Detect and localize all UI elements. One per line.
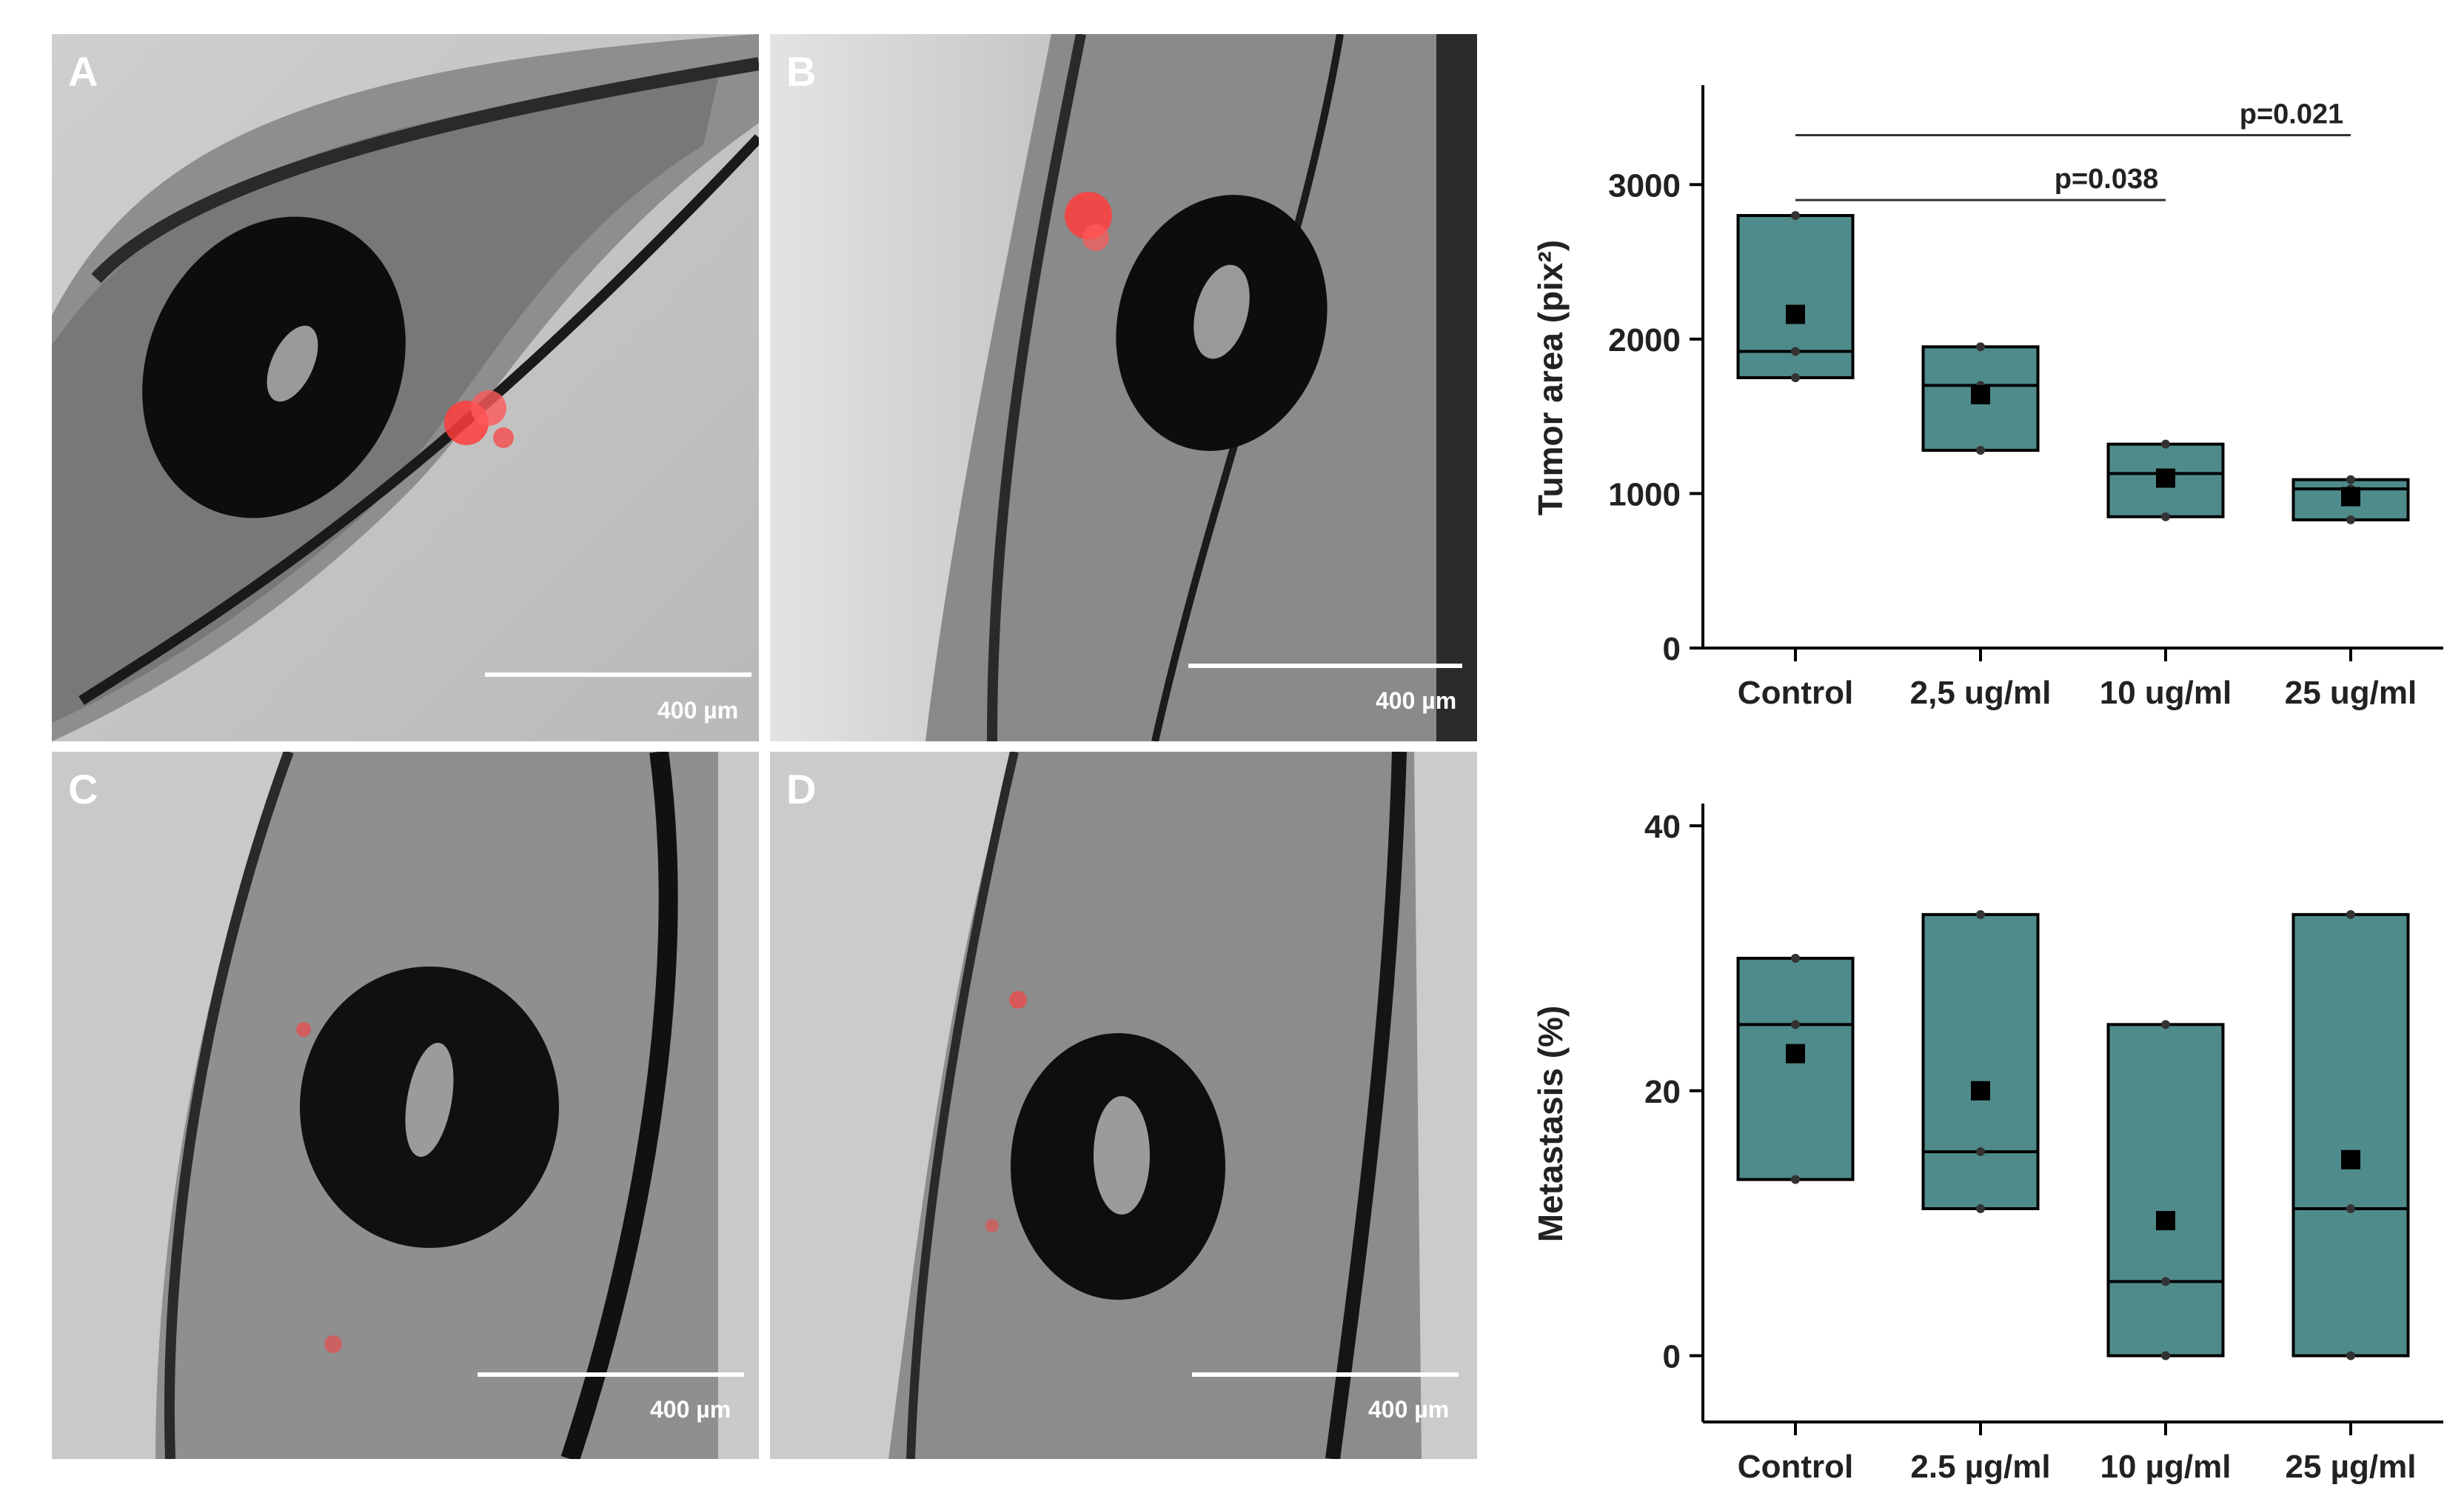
x-tick-label: 10 µg/ml — [2100, 1449, 2232, 1485]
y-axis-label: Tumor area (pix²) — [1531, 240, 1570, 515]
tumor-fluorescence — [1009, 991, 1027, 1009]
mean-marker — [1971, 384, 1990, 404]
data-point — [2346, 475, 2355, 484]
mean-marker — [2156, 468, 2175, 488]
panel-label: B — [786, 48, 817, 95]
data-point — [1976, 1147, 1985, 1157]
data-point — [2346, 515, 2355, 524]
scale-bar — [1192, 1372, 1459, 1377]
micrograph-b-image — [770, 34, 1477, 741]
micrograph-a-image — [52, 34, 759, 741]
y-tick-label: 0 — [1663, 631, 1681, 667]
data-point — [1976, 446, 1985, 455]
mean-marker — [1786, 304, 1805, 324]
tumor-fluorescence — [296, 1022, 311, 1037]
data-point — [2346, 1351, 2355, 1361]
x-tick-label: 2,5 ug/ml — [1910, 675, 2052, 711]
x-tick-label: Control — [1738, 1449, 1853, 1485]
data-point — [1791, 373, 1800, 382]
panel-label: C — [68, 766, 98, 812]
metastasis-box-chart: 0 20 40 Metastasis (%) Control 2.5 µg/ml 10 µg… — [1531, 804, 2443, 1485]
scale-bar — [478, 1372, 744, 1377]
data-point — [2161, 1351, 2170, 1361]
data-point — [1791, 953, 1800, 963]
micrograph-panel-c: C 400 µm — [52, 752, 759, 1459]
data-point — [2161, 1020, 2170, 1029]
micrograph-c-image — [52, 752, 759, 1459]
box — [2106, 1023, 2225, 1358]
data-point — [2161, 512, 2170, 521]
panel-label: D — [786, 766, 817, 812]
scale-bar-label: 400 µm — [657, 697, 739, 724]
y-tick-label: 3000 — [1608, 167, 1681, 204]
mean-marker — [1786, 1044, 1805, 1064]
scale-bar — [1188, 664, 1462, 668]
micrograph-panel-a: A 400 µm — [52, 34, 759, 741]
data-point — [1791, 1175, 1800, 1184]
x-tick-label: Control — [1738, 675, 1853, 711]
data-point — [1976, 342, 1985, 352]
y-tick-label: 20 — [1644, 1074, 1681, 1110]
data-point — [1791, 347, 1800, 356]
data-point — [1976, 1203, 1985, 1213]
box — [1921, 912, 2040, 1210]
data-point — [1791, 211, 1800, 220]
scale-bar-label: 400 µm — [1368, 1396, 1450, 1423]
panel-label: A — [68, 48, 98, 95]
y-tick-label: 2000 — [1608, 322, 1681, 358]
micrograph-panel-b: B 400 µm — [770, 34, 1477, 741]
box — [2291, 912, 2410, 1358]
x-tick-label: 10 ug/ml — [2100, 675, 2232, 711]
x-tick-label: 25 µg/ml — [2286, 1449, 2417, 1485]
data-point — [2346, 1203, 2355, 1213]
scale-bar-label: 400 µm — [1376, 687, 1457, 714]
mean-marker — [2156, 1211, 2175, 1231]
scale-bar-label: 400 µm — [650, 1396, 732, 1423]
mean-marker — [1971, 1081, 1990, 1101]
data-point — [2346, 909, 2355, 919]
y-axis-label: Metastasis (%) — [1531, 1006, 1570, 1243]
significance-label: p=0.038 — [2055, 164, 2159, 195]
scale-bar — [485, 672, 751, 677]
x-tick-label: 25 ug/ml — [2285, 675, 2417, 711]
x-tick-label: 2.5 µg/ml — [1910, 1449, 2050, 1485]
y-tick-label: 40 — [1644, 809, 1681, 845]
data-point — [2161, 439, 2170, 449]
mean-marker — [2341, 487, 2360, 507]
y-tick-label: 1000 — [1608, 476, 1681, 513]
significance-label: p=0.021 — [2240, 99, 2344, 130]
y-tick-label: 0 — [1663, 1339, 1681, 1375]
tumor-area-box-chart: 0 1000 2000 3000 Tumor area (pix²) Control 2,5… — [1531, 85, 2443, 711]
micrograph-d-image — [770, 752, 1477, 1459]
micrograph-panel-d: D 400 µm — [770, 752, 1477, 1459]
box — [1736, 956, 1855, 1181]
data-point — [1976, 909, 1985, 919]
data-point — [1791, 1020, 1800, 1029]
mean-marker — [2341, 1149, 2360, 1169]
data-point — [2161, 1277, 2170, 1286]
